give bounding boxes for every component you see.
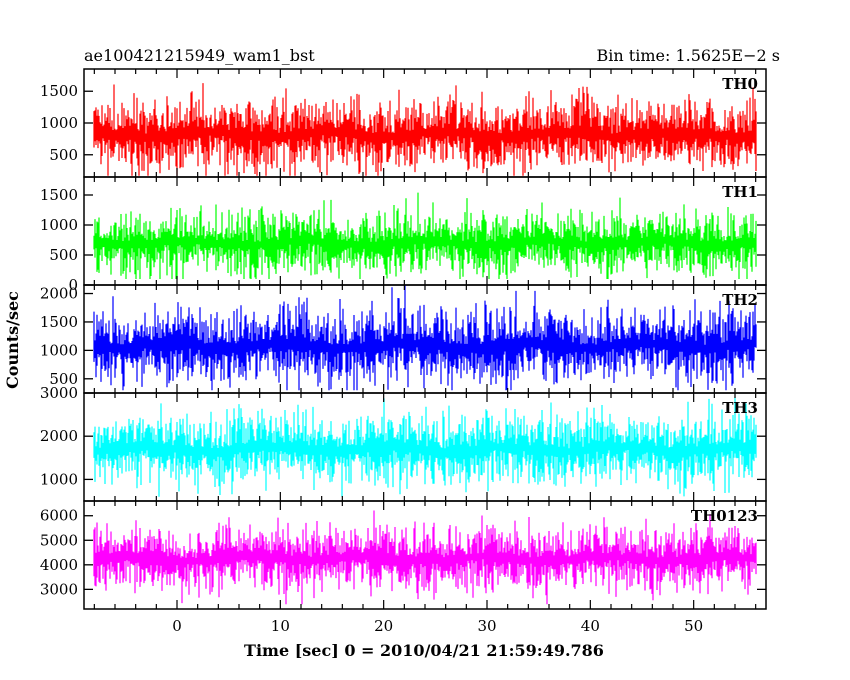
x-axis-label: Time [sec] 0 = 2010/04/21 21:59:49.786	[244, 641, 604, 660]
y-tick-label: 2000	[40, 285, 78, 303]
panel-name-label: TH0	[722, 75, 758, 93]
y-tick-label: 5000	[40, 531, 78, 549]
x-tick-label: 40	[581, 617, 600, 635]
y-tick-label: 0	[68, 276, 78, 294]
panel-th3: 1000 2000 3000 TH3	[40, 384, 767, 502]
y-tick-label: 1000	[40, 341, 78, 359]
y-tick-label: 1500	[40, 82, 78, 100]
series-th3	[93, 397, 757, 497]
y-tick-label: 500	[49, 146, 78, 164]
series-th0	[93, 83, 757, 176]
panel-th0123: 3000 4000 5000 6000 TH0123	[40, 500, 767, 610]
series-th2	[93, 285, 757, 391]
panel-th2: 500 1000 1500 2000 TH2	[40, 284, 767, 394]
y-axis-label: Counts/sec	[3, 291, 22, 389]
x-tick-label: 30	[477, 617, 496, 635]
y-tick-label: 3000	[40, 580, 78, 598]
y-tick-label: 1000	[40, 114, 78, 132]
chart-title-left: ae100421215949_wam1_bst	[84, 46, 315, 65]
panel-name-label: TH0123	[691, 507, 758, 525]
y-tick-label: 1500	[40, 186, 78, 204]
series-th1	[93, 192, 757, 279]
chart-title-right: Bin time: 1.5625E−2 s	[597, 46, 780, 65]
panel-name-label: TH1	[722, 183, 758, 201]
series-th0123	[93, 510, 757, 605]
x-tick-label: 20	[374, 617, 393, 635]
panel-name-label: TH2	[722, 291, 758, 309]
panel-name-label: TH3	[722, 399, 758, 417]
y-tick-label: 3000	[40, 384, 78, 402]
y-tick-label: 500	[49, 370, 78, 388]
y-tick-label: 1000	[40, 216, 78, 234]
panel-th1: 0 500 1000 1500 TH1	[40, 176, 767, 294]
x-tick-label: 10	[271, 617, 290, 635]
y-tick-label: 6000	[40, 507, 78, 525]
x-tick-label: 0	[172, 617, 182, 635]
x-tick-label: 50	[684, 617, 703, 635]
y-tick-label: 500	[49, 246, 78, 264]
panel-th0: 500 1000 1500 TH0	[40, 68, 767, 178]
y-tick-label: 2000	[40, 427, 78, 445]
y-tick-label: 1500	[40, 313, 78, 331]
y-tick-label: 4000	[40, 556, 78, 574]
y-tick-label: 1000	[40, 470, 78, 488]
